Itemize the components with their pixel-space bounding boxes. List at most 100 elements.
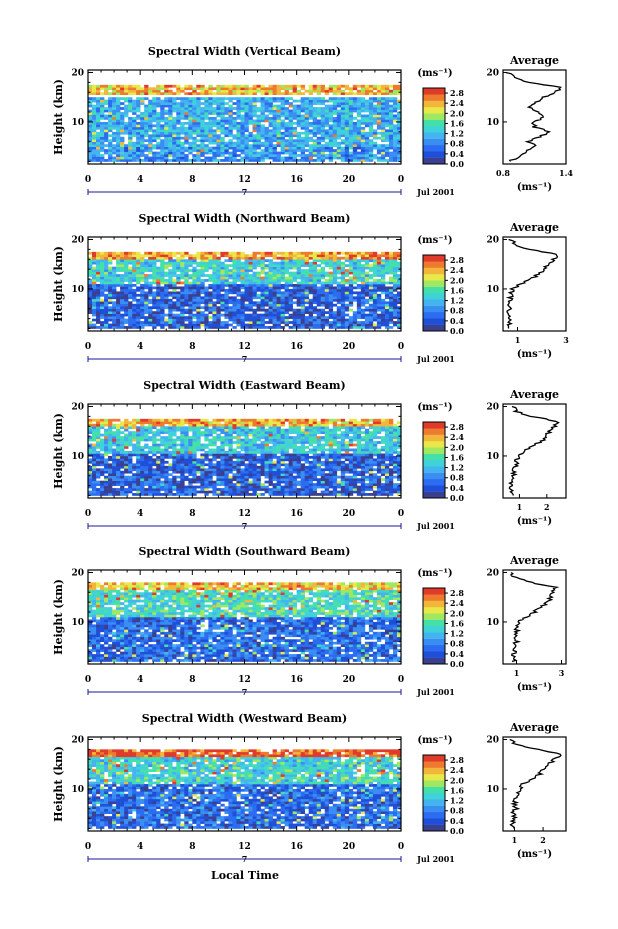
heatmap-cell xyxy=(132,289,136,292)
heatmap-cell xyxy=(317,129,321,132)
heatmap-cell xyxy=(369,269,373,272)
heatmap-cell xyxy=(116,252,120,255)
heatmap-cell xyxy=(325,107,329,110)
heatmap-cell xyxy=(160,147,164,150)
heatmap-cell xyxy=(168,309,172,312)
heatmap-cell xyxy=(112,488,116,491)
colorbar-swatch xyxy=(423,299,445,306)
heatmap-cell xyxy=(261,110,265,113)
heatmap-cell xyxy=(128,92,132,95)
heatmap-cell xyxy=(253,129,257,132)
heatmap-cell xyxy=(349,105,353,108)
heatmap-cell xyxy=(152,441,156,444)
heatmap-cell xyxy=(349,157,353,160)
heatmap-cell xyxy=(104,449,108,452)
heatmap-cell xyxy=(245,259,249,262)
heatmap-cell xyxy=(184,154,188,157)
heatmap-cell xyxy=(112,461,116,464)
heatmap-cell xyxy=(124,110,128,113)
heatmap-cell xyxy=(124,294,128,297)
heatmap-cell xyxy=(100,142,104,145)
heatmap-cell xyxy=(136,299,140,302)
heatmap-cell xyxy=(240,296,244,299)
heatmap-cell xyxy=(240,321,244,324)
heatmap-cell xyxy=(156,105,160,108)
heatmap-cell xyxy=(273,139,277,142)
heatmap-cell xyxy=(369,289,373,292)
average-unit: (ms⁻¹) xyxy=(517,349,552,360)
heatmap-cell xyxy=(361,119,365,122)
heatmap-cell xyxy=(321,147,325,150)
heatmap-cell xyxy=(208,90,212,93)
heatmap-cell xyxy=(120,157,124,160)
heatmap-cell xyxy=(277,274,281,277)
heatmap-cell xyxy=(140,284,144,287)
heatmap-cell xyxy=(92,301,96,304)
heatmap-cell xyxy=(100,85,104,88)
heatmap-cell xyxy=(232,257,236,260)
heatmap-cell xyxy=(96,299,100,302)
heatmap-cell xyxy=(261,319,265,322)
heatmap-cell xyxy=(309,274,313,277)
heatmap-cell xyxy=(309,139,313,142)
heatmap-cell xyxy=(172,269,176,272)
heatmap-cell xyxy=(285,272,289,275)
heatmap-cell xyxy=(176,314,180,317)
heatmap-cell xyxy=(100,144,104,147)
heatmap-cell xyxy=(224,299,228,302)
heatmap-cell xyxy=(245,314,249,317)
heatmap-cell xyxy=(184,105,188,108)
heatmap-cell xyxy=(196,321,200,324)
heatmap-cell xyxy=(317,316,321,319)
heatmap-cell xyxy=(232,311,236,314)
heatmap-cell xyxy=(309,326,313,329)
heatmap-cell xyxy=(100,468,104,471)
heatmap-cell xyxy=(92,92,96,95)
heatmap-cell xyxy=(200,279,204,282)
heatmap-cell xyxy=(345,272,349,275)
heatmap-cell xyxy=(200,147,204,150)
heatmap-cell xyxy=(297,272,301,275)
heatmap-cell xyxy=(156,85,160,88)
heatmap-cell xyxy=(156,119,160,122)
heatmap-cell xyxy=(188,105,192,108)
heatmap-cell xyxy=(148,289,152,292)
heatmap-cell xyxy=(184,117,188,120)
heatmap-cell xyxy=(180,105,184,108)
heatmap-cell xyxy=(365,319,369,322)
heatmap-cell xyxy=(144,301,148,304)
heatmap-cell xyxy=(377,319,381,322)
heatmap-cell xyxy=(212,87,216,90)
heatmap-cell xyxy=(369,100,373,103)
heatmap-cell xyxy=(365,324,369,327)
heatmap-cell xyxy=(369,119,373,122)
heatmap-cell xyxy=(369,294,373,297)
heatmap-cell xyxy=(196,296,200,299)
heatmap-cell xyxy=(188,85,192,88)
heatmap-cell xyxy=(128,257,132,260)
heatmap-cell xyxy=(232,309,236,312)
heatmap-cell xyxy=(160,264,164,267)
heatmap-cell xyxy=(116,321,120,324)
heatmap-cell xyxy=(253,262,257,265)
heatmap-cell xyxy=(188,147,192,150)
heatmap-cell xyxy=(261,117,265,120)
heatmap-cell xyxy=(381,267,385,270)
heatmap-cell xyxy=(108,434,112,437)
heatmap-cell xyxy=(361,157,365,160)
heatmap-cell xyxy=(140,254,144,257)
heatmap-cell xyxy=(301,147,305,150)
heatmap-cell xyxy=(309,87,313,90)
heatmap-cell xyxy=(349,134,353,137)
heatmap-cell xyxy=(128,152,132,155)
heatmap-cell xyxy=(156,152,160,155)
heatmap-cell xyxy=(92,149,96,152)
heatmap-cell xyxy=(152,491,156,494)
heatmap-cell xyxy=(333,277,337,280)
heatmap-cell xyxy=(136,309,140,312)
heatmap-cell xyxy=(277,264,281,267)
heatmap-cell xyxy=(220,252,224,255)
heatmap-cell xyxy=(96,461,100,464)
heatmap-cell xyxy=(132,279,136,282)
heatmap-cell xyxy=(140,314,144,317)
